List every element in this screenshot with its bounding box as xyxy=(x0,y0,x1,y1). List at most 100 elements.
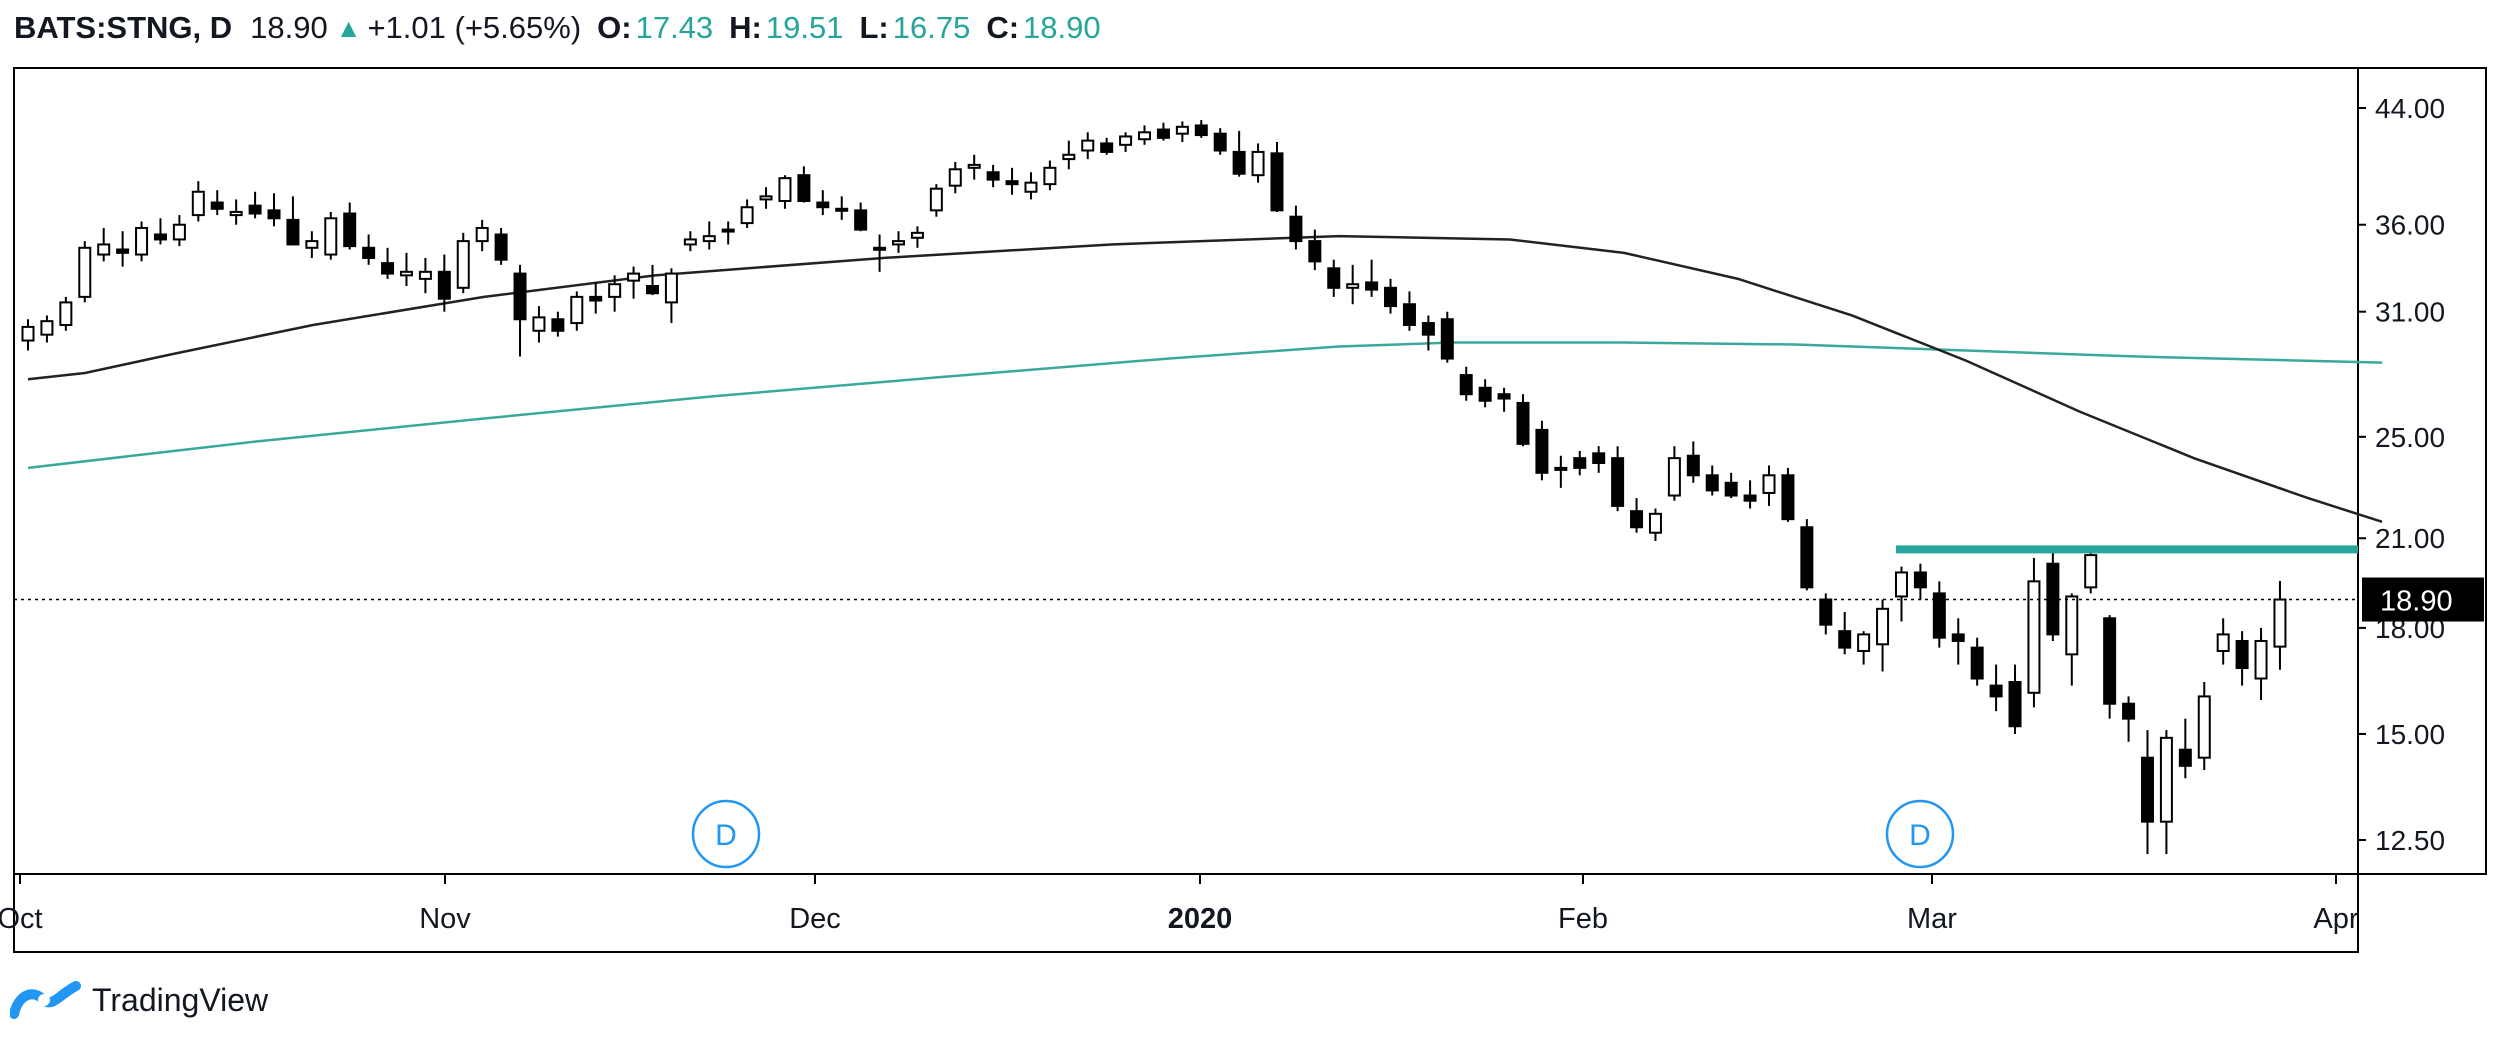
x-tick-label: Dec xyxy=(789,903,841,935)
close-label: C: xyxy=(986,10,1020,45)
candle-body-down xyxy=(1819,598,1833,626)
candle-body-down xyxy=(1005,180,1019,186)
candle-body-down xyxy=(1308,240,1322,263)
y-tick-label: 21.00 xyxy=(2375,523,2445,554)
candle-body-down xyxy=(1573,457,1587,469)
x-tick-label: Oct xyxy=(0,903,43,935)
last-price: 18.90 xyxy=(250,10,328,45)
candle xyxy=(1251,143,1265,183)
close-value: 18.90 xyxy=(1023,10,1101,45)
candle xyxy=(2046,549,2060,641)
candle-body-up xyxy=(664,272,678,304)
candle-body-down xyxy=(2235,639,2249,670)
candle-body-down xyxy=(1100,142,1114,153)
candle-body-down xyxy=(873,246,887,251)
candle xyxy=(778,175,792,209)
candle-body-up xyxy=(40,320,54,336)
candle-body-down xyxy=(116,248,130,254)
candle xyxy=(948,161,962,194)
candle xyxy=(1119,132,1133,152)
candle-body-up xyxy=(627,272,641,282)
candle-body-down xyxy=(1478,386,1492,402)
candle-body-up xyxy=(1346,283,1360,289)
plot-area[interactable] xyxy=(13,67,2359,875)
candle-body-down xyxy=(1516,401,1530,445)
candle-body-down xyxy=(1686,454,1700,477)
candle xyxy=(1081,132,1095,160)
candle-body-down xyxy=(1630,510,1644,529)
x-tick-label: Nov xyxy=(419,903,471,935)
candle xyxy=(797,166,811,203)
candle xyxy=(1365,259,1379,297)
candle xyxy=(854,202,868,232)
candle-body-up xyxy=(1024,181,1038,193)
candle xyxy=(683,231,697,252)
tradingview-logo-icon xyxy=(10,981,81,1019)
low-value: 16.75 xyxy=(892,10,971,45)
candle xyxy=(759,187,773,209)
candle xyxy=(1194,120,1208,138)
candle xyxy=(1989,664,2003,712)
candle xyxy=(2084,549,2098,594)
candle-body-up xyxy=(399,270,413,277)
candle xyxy=(135,221,149,262)
symbol-name[interactable]: BATS:STNG, D xyxy=(14,10,233,45)
candle xyxy=(1838,611,1852,655)
candle-body-up xyxy=(721,228,735,233)
candle xyxy=(1951,618,1965,665)
candle-body-up xyxy=(324,217,338,256)
candle xyxy=(740,199,754,228)
open-value: 17.43 xyxy=(635,10,714,45)
candle-body-down xyxy=(343,212,357,248)
candle xyxy=(116,231,130,267)
candle-body-down xyxy=(286,218,300,246)
candle xyxy=(78,241,92,303)
tradingview-footer[interactable]: TradingView xyxy=(10,978,268,1022)
candle xyxy=(1913,563,1927,600)
candle-body-up xyxy=(948,168,962,187)
candle-body-up xyxy=(475,226,489,243)
x-tick-label: Apr xyxy=(2313,903,2358,935)
candle-body-down xyxy=(1611,457,1625,507)
candle-body-up xyxy=(191,190,205,217)
dividend-marker-circle xyxy=(1885,799,1955,869)
candle xyxy=(2027,557,2041,708)
candle xyxy=(1478,379,1492,408)
candle xyxy=(399,252,413,287)
y-tick-label: 31.00 xyxy=(2375,297,2445,328)
candle-body-up xyxy=(1554,466,1568,471)
candle xyxy=(1648,508,1662,542)
candle-body-up xyxy=(172,223,186,241)
candle xyxy=(1800,519,1814,591)
candle xyxy=(1611,446,1625,512)
candle-body-up xyxy=(97,243,111,256)
time-axis[interactable] xyxy=(13,873,2359,953)
candle-body-down xyxy=(589,295,603,302)
candle-body-down xyxy=(1232,150,1246,175)
candle-body-down xyxy=(1289,215,1303,243)
candle-body-up xyxy=(21,325,35,342)
open-label: O: xyxy=(597,10,632,45)
candle-body-up xyxy=(2159,736,2173,823)
candle-body-down xyxy=(381,262,395,275)
candle-body-down xyxy=(1384,286,1398,308)
candle xyxy=(1402,291,1416,331)
candle-body-up xyxy=(2084,554,2098,589)
candle-body-up xyxy=(1894,571,1908,598)
candle xyxy=(381,247,395,279)
candle-body-down xyxy=(1989,684,2003,698)
dividend-marker-label: D xyxy=(1909,819,1931,852)
high-label: H: xyxy=(729,10,762,45)
candle-body-up xyxy=(778,177,792,202)
candle xyxy=(305,231,319,258)
tradingview-brand: TradingView xyxy=(92,981,269,1018)
x-tick-label: Mar xyxy=(1907,903,1957,935)
high-value: 19.51 xyxy=(765,10,844,45)
y-tick-label: 36.00 xyxy=(2375,210,2445,241)
candle-body-down xyxy=(2103,617,2117,705)
price-axis[interactable] xyxy=(2357,67,2487,875)
candle xyxy=(910,226,924,248)
candle-body-down xyxy=(1535,428,1549,474)
candle-body-up xyxy=(759,195,773,201)
